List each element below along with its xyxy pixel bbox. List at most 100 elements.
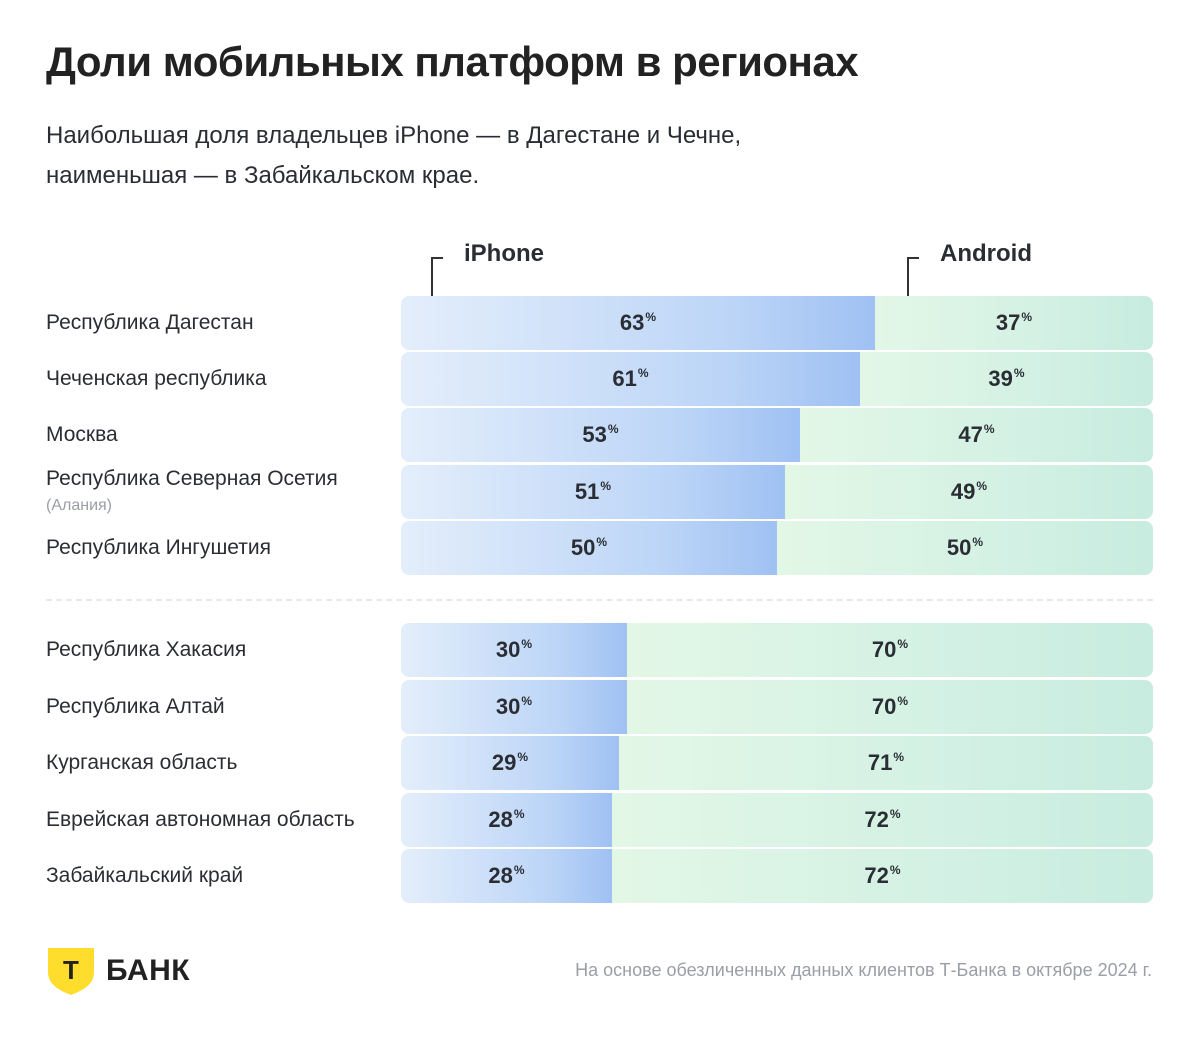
bar-segment-android — [785, 465, 1153, 519]
value-label-iphone-unit: % — [600, 479, 612, 493]
region-label: Республика Хакасия — [46, 638, 247, 661]
bar-segment-android — [619, 736, 1153, 790]
value-label-android: 72% — [864, 849, 900, 903]
value-label-iphone-unit: % — [513, 807, 525, 821]
stacked-bar: 50% 50% — [401, 521, 1153, 575]
region-note: (Алания) — [46, 497, 112, 514]
footnote: На основе обезличенных данных клиентов Т… — [575, 960, 1152, 980]
value-label-android: 39% — [988, 352, 1024, 406]
value-label-android-unit: % — [897, 637, 909, 651]
page-title: Доли мобильных платформ в регионах — [46, 38, 859, 85]
value-label-android-unit: % — [889, 807, 901, 821]
region-label: Республика Северная Осетия — [46, 467, 338, 490]
value-label-iphone-unit: % — [637, 366, 649, 380]
value-label-iphone-unit: % — [517, 750, 529, 764]
value-label-iphone: 53% — [582, 408, 618, 462]
value-label-iphone-unit: % — [521, 694, 533, 708]
value-label-android: 50% — [947, 521, 983, 575]
value-label-android-unit: % — [889, 863, 901, 877]
value-label-iphone: 51% — [575, 465, 611, 519]
stacked-bar: 63% 37% — [401, 296, 1153, 350]
stacked-bar: 28% 72% — [401, 793, 1153, 847]
value-label-android-unit: % — [972, 535, 984, 549]
value-label-android-unit: % — [976, 479, 988, 493]
region-label: Республика Ингушетия — [46, 536, 272, 559]
value-label-iphone-number: 30 — [495, 637, 521, 662]
value-label-iphone: 29% — [492, 736, 528, 790]
bar-segment-iphone — [401, 296, 875, 350]
value-label-iphone-number: 50 — [570, 535, 596, 560]
bar-segment-iphone — [401, 736, 619, 790]
bar-segment-android — [612, 849, 1153, 903]
value-label-android: 70% — [872, 680, 908, 734]
region-label: Еврейская автономная область — [46, 808, 355, 831]
value-label-android: 47% — [958, 408, 994, 462]
value-label-android-unit: % — [1021, 310, 1033, 324]
stacked-bar: 30% 70% — [401, 623, 1153, 677]
value-label-android-number: 72 — [864, 807, 889, 832]
region-label: Чеченская республика — [46, 367, 267, 390]
value-label-android: 70% — [872, 623, 908, 677]
region-label: Забайкальский край — [46, 864, 244, 887]
bar-segment-iphone — [401, 521, 777, 575]
region-label: Курганская область — [46, 751, 238, 774]
brand-name: БАНК — [106, 954, 191, 987]
bar-segment-iphone — [401, 793, 612, 847]
subtitle-line-2: наименьшая — в Забайкальском крае. — [46, 162, 480, 189]
value-label-android-number: 37 — [995, 310, 1021, 335]
value-label-iphone: 30% — [496, 623, 532, 677]
bar-segment-android — [612, 793, 1153, 847]
stacked-bar: 30% 70% — [401, 680, 1153, 734]
bar-segment-android — [777, 521, 1153, 575]
bar-segment-iphone — [401, 623, 627, 677]
value-label-android-number: 70 — [871, 637, 897, 662]
value-label-iphone-number: 30 — [495, 694, 521, 719]
value-label-iphone: 30% — [496, 680, 532, 734]
stacked-bar: 61% 39% — [401, 352, 1153, 406]
stacked-bar: 51% 49% — [401, 465, 1153, 519]
group-divider — [46, 599, 1153, 601]
value-label-iphone-number: 28 — [488, 807, 513, 832]
tbank-logo-icon: Т — [48, 948, 94, 995]
iphone-bracket — [431, 257, 443, 317]
value-label-android-unit: % — [897, 694, 909, 708]
bar-segment-iphone — [401, 408, 800, 462]
value-label-android-number: 71 — [867, 750, 893, 775]
value-label-iphone: 28% — [488, 849, 524, 903]
value-label-android-number: 72 — [864, 863, 889, 888]
bar-segment-iphone — [401, 465, 785, 519]
value-label-iphone: 63% — [620, 296, 656, 350]
region-label: Республика Дагестан — [46, 311, 254, 334]
bar-segment-android — [860, 352, 1153, 406]
value-label-android: 71% — [868, 736, 904, 790]
value-label-iphone-unit: % — [607, 422, 619, 436]
region-label: Москва — [46, 423, 118, 446]
logo-letter: Т — [63, 955, 79, 985]
value-label-android-unit: % — [1013, 366, 1025, 380]
value-label-iphone: 28% — [488, 793, 524, 847]
region-label: Республика Алтай — [46, 695, 225, 718]
value-label-android-number: 70 — [871, 694, 897, 719]
value-label-iphone-number: 51 — [574, 479, 600, 504]
bar-segment-iphone — [401, 849, 612, 903]
bar-segment-android — [800, 408, 1153, 462]
value-label-iphone-unit: % — [513, 863, 525, 877]
value-label-iphone-number: 28 — [488, 863, 513, 888]
value-label-android: 49% — [951, 465, 987, 519]
stacked-bar: 28% 72% — [401, 849, 1153, 903]
value-label-iphone-unit: % — [521, 637, 533, 651]
value-label-android: 72% — [864, 793, 900, 847]
value-label-iphone-number: 29 — [491, 750, 517, 775]
value-label-android-number: 39 — [988, 366, 1013, 391]
value-label-iphone-unit: % — [645, 310, 657, 324]
bar-segment-android — [627, 623, 1153, 677]
legend-android: Android — [940, 240, 1032, 267]
subtitle: Наибольшая доля владельцев iPhone — в Да… — [46, 116, 741, 196]
bar-segment-iphone — [401, 680, 627, 734]
bar-segment-iphone — [401, 352, 860, 406]
value-label-android-number: 47 — [958, 422, 983, 447]
legend-iphone: iPhone — [464, 240, 545, 267]
value-label-android-number: 50 — [946, 535, 972, 560]
value-label-iphone-unit: % — [596, 535, 608, 549]
value-label-android-unit: % — [983, 422, 995, 436]
